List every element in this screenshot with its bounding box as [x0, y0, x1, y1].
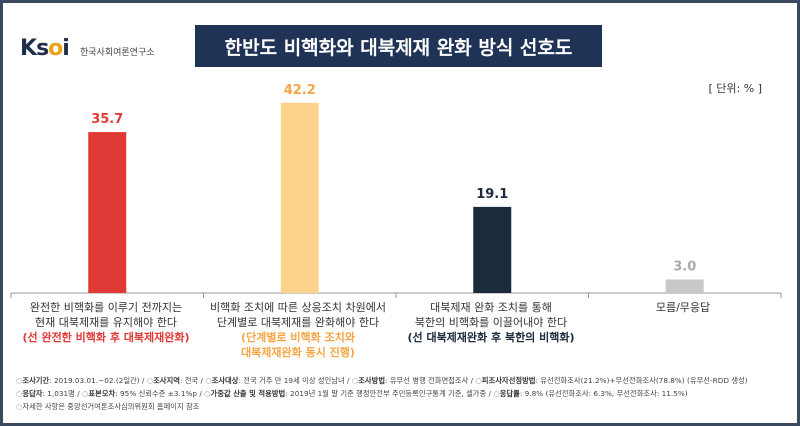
bar-value-label-3: 19.1	[476, 187, 508, 202]
footer-target: : 전국 거주 만 19세 이상 성인남녀 /	[238, 376, 350, 385]
bar-value-label-2: 42.2	[284, 83, 316, 98]
footer-sampling: : 유선전화조사(21.2%)+무선전화조사(78.8%) (유무선-RDD 생…	[535, 376, 748, 385]
footer-weight: : 2019년 1월 말 기준 행정안전부 주민등록인구통계 기준, 셀가중 /	[285, 389, 492, 398]
footer-rate-label: 응답률	[499, 389, 520, 398]
category-label-3: 대북제재 완화 조치를 통해 북한의 비핵화를 이끌어내야 한다 (선 대북제재…	[396, 300, 586, 345]
survey-footer: ○조사기간: 2019.03.01.~02.(2일간) / ○조사지역: 전국 …	[16, 374, 786, 413]
bar-value-label-4: 3.0	[673, 259, 696, 274]
category-2-line1: 비핵화 조치에 따른 상응조치 차원에서	[210, 301, 386, 314]
category-1-line1: 완전한 비핵화를 이루기 전까지는	[29, 301, 183, 314]
bar-3	[473, 206, 512, 293]
category-1-note: (선 완전한 비핵화 후 대북제재완화)	[22, 331, 190, 344]
category-label-1: 완전한 비핵화를 이루기 전까지는 현재 대북제재를 유지해야 한다 (선 완전…	[11, 300, 201, 345]
footer-err: : 95% 신뢰수준 ±3.1%p /	[115, 389, 202, 398]
category-2-line2: 단계별로 대북제재를 완화해야 한다	[216, 316, 380, 329]
category-2-note-line1: (단계별로 비핵화 조치와	[241, 331, 355, 344]
category-1-line2: 현재 대북제재를 유지해야 한다	[34, 316, 178, 329]
category-label-2: 비핵화 조치에 따른 상응조치 차원에서 단계별로 대북제재를 완화해야 한다 …	[203, 300, 393, 360]
footer-sampling-label: 피조사자선정방법	[481, 376, 536, 385]
footer-reference: 자세한 사항은 중앙선거여론조사심의위원회 홈페이지 참조	[22, 402, 200, 411]
chart-title-box: 한반도 비핵화와 대북제재 완화 방식 선호도	[195, 25, 602, 67]
logo-mark: Ksoi	[20, 36, 70, 61]
bar-2	[280, 102, 319, 294]
bar-4	[665, 279, 704, 293]
bar-value-label-1: 35.7	[91, 112, 123, 127]
category-3-line1: 대북제재 완화 조치를 통해	[430, 301, 552, 314]
category-4-line1: 모름/무응답	[655, 301, 711, 314]
footer-row-3: ○자세한 사항은 중앙선거여론조사심의위원회 홈페이지 참조	[16, 402, 200, 411]
footer-n: : 1,031명 /	[42, 389, 80, 398]
footer-period: : 2019.03.01.~02.(2일간) /	[49, 376, 145, 385]
footer-target-label: 조사대상	[211, 376, 239, 385]
footer-period-label: 조사기간	[22, 376, 50, 385]
category-3-line2: 북한의 비핵화를 이끌어내야 한다	[414, 316, 568, 329]
category-label-4: 모름/무응답	[588, 300, 778, 315]
category-3-note: (선 대북제재완화 후 북한의 비핵화)	[407, 331, 575, 344]
logo-subtitle: 한국사회여론연구소	[80, 48, 155, 58]
footer-err-label: 표본오차	[88, 389, 116, 398]
footer-area-label: 조사지역	[153, 376, 180, 385]
footer-row-2: ○응답자: 1,031명 / ○표본오차: 95% 신뢰수준 ±3.1%p / …	[16, 389, 688, 398]
footer-method-label: 조사방법	[358, 376, 386, 385]
footer-area: : 전국 /	[179, 376, 203, 385]
unit-label: [ 단위: % ]	[708, 82, 762, 95]
bar-1	[88, 132, 127, 293]
footer-method: : 유무선 병행 전화면접조사 /	[385, 376, 474, 385]
footer-row-1: ○조사기간: 2019.03.01.~02.(2일간) / ○조사지역: 전국 …	[16, 376, 748, 385]
chart-title: 한반도 비핵화와 대북제재 완화 방식 선호도	[224, 36, 573, 59]
footer-n-label: 응답자	[22, 389, 43, 398]
category-2-note-line2: 대북제재완화 동시 진행)	[241, 346, 355, 359]
footer-rate: : 9.8% (유선전화조사: 6.3%, 무선전화조사: 11.5%)	[519, 389, 688, 398]
footer-weight-label: 가중값 산출 및 적용방법	[210, 389, 286, 398]
